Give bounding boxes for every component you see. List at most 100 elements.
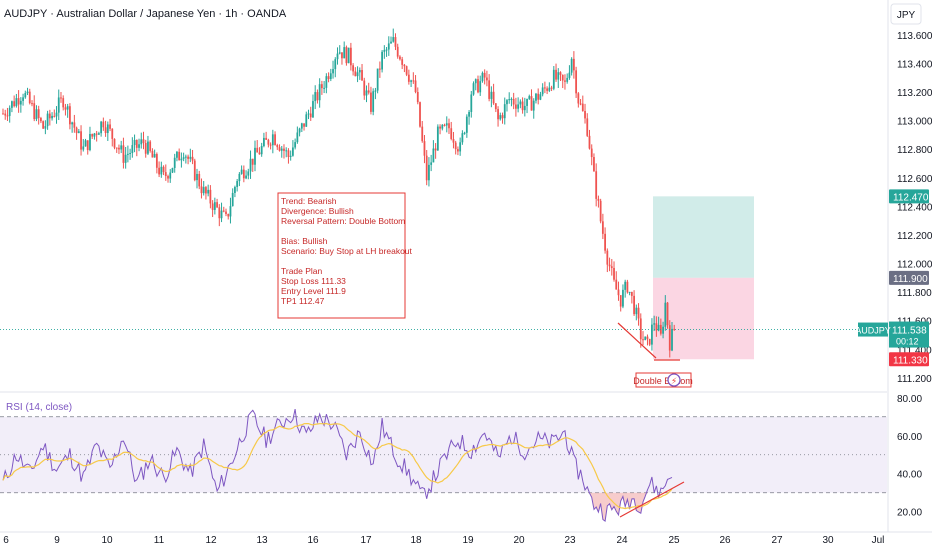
candle-body	[343, 47, 346, 59]
trade-plan-line: Entry Level 111.9	[281, 286, 346, 296]
candle-body	[425, 155, 428, 181]
candle-body	[410, 80, 412, 82]
candle-body	[523, 105, 526, 111]
candle-body	[46, 113, 49, 127]
candle-body	[260, 146, 263, 155]
candle-body	[258, 152, 261, 155]
candle-body	[155, 154, 158, 168]
rsi-oversold-fill	[587, 492, 655, 522]
currency-badge	[890, 3, 922, 25]
candle-body	[668, 325, 671, 351]
candle-body	[327, 76, 330, 80]
candle-body	[593, 157, 595, 172]
candle-body	[376, 68, 379, 91]
candle-body	[64, 107, 67, 110]
candle-body	[256, 147, 259, 153]
tp-price-tag: 112.470	[893, 192, 929, 203]
candle-body	[610, 266, 613, 268]
candle-body	[613, 267, 615, 280]
candle-body	[240, 169, 243, 174]
candle-body	[528, 96, 531, 99]
candle-body	[541, 87, 544, 95]
time-tick-label: 10	[101, 535, 113, 546]
symbol-tag: AUDJPY	[855, 326, 891, 336]
price-tick-label: 112.200	[897, 231, 932, 242]
candle-body	[349, 47, 352, 66]
candle-body	[626, 281, 629, 293]
candle-body	[499, 115, 502, 120]
candle-body	[365, 90, 368, 96]
candle-body	[309, 113, 312, 118]
candle-body	[481, 72, 484, 82]
currency-label: JPY	[897, 10, 916, 21]
candle-body	[205, 187, 207, 194]
candle-body	[387, 43, 390, 50]
candle-body	[28, 91, 31, 104]
candle-body	[521, 101, 524, 111]
candle-body	[75, 127, 78, 134]
candle-body	[140, 139, 143, 145]
time-tick-label: 26	[719, 535, 731, 546]
candle-body	[572, 58, 575, 71]
candle-body	[294, 142, 297, 148]
time-tick-label: Jul	[872, 535, 885, 546]
candle-body	[62, 98, 65, 108]
candle-body	[97, 133, 100, 135]
candle-body	[470, 94, 473, 112]
candle-body	[644, 336, 647, 341]
candle-body	[588, 135, 591, 149]
candle-body	[543, 87, 546, 89]
rsi-panel: RSI (14, close)	[0, 402, 887, 522]
candle-body	[48, 113, 51, 119]
candle-body	[561, 74, 564, 81]
candle-body	[577, 93, 580, 104]
trade-plan-line: Trade Plan	[281, 266, 323, 276]
candle-body	[430, 162, 433, 165]
candle-body	[71, 122, 74, 125]
candle-body	[11, 101, 13, 108]
candle-body	[474, 79, 477, 84]
candle-body	[515, 104, 517, 109]
chart-title: AUDJPY · Australian Dollar / Japanese Ye…	[4, 8, 287, 20]
time-tick-label: 20	[513, 535, 525, 546]
candle-body	[8, 107, 11, 116]
candle-body	[113, 138, 116, 148]
target-zone	[653, 196, 754, 278]
candle-body	[104, 127, 107, 134]
candle-body	[191, 156, 194, 161]
candle-body	[434, 148, 437, 151]
price-tick-label: 112.000	[897, 260, 932, 271]
candle-body	[31, 103, 33, 105]
candle-body	[4, 113, 7, 116]
candle-body	[82, 146, 85, 150]
candle-body	[441, 124, 444, 129]
pattern-label: Double Bottom	[633, 376, 693, 386]
candle-body	[483, 72, 486, 78]
candle-body	[392, 37, 395, 42]
candle-body	[472, 83, 475, 95]
candle-body	[492, 91, 495, 104]
candle-body	[109, 124, 111, 129]
candle-body	[381, 51, 383, 70]
time-tick-label: 25	[668, 535, 680, 546]
candle-body	[100, 121, 103, 134]
candle-body	[477, 79, 479, 93]
candle-body	[80, 131, 82, 150]
candle-body	[153, 154, 156, 158]
candle-body	[532, 100, 535, 111]
candle-body	[144, 143, 147, 154]
candle-body	[512, 98, 515, 105]
candle-body	[401, 59, 404, 65]
candle-body	[633, 295, 635, 315]
candle-body	[249, 158, 252, 172]
time-tick-label: 23	[564, 535, 576, 546]
candle-body	[93, 133, 96, 137]
candle-body	[508, 99, 511, 101]
candle-body	[452, 138, 455, 143]
candle-body	[95, 133, 98, 135]
candle-body	[651, 324, 653, 345]
candle-body	[334, 59, 337, 70]
candle-body	[238, 173, 241, 182]
candle-body	[454, 142, 457, 150]
